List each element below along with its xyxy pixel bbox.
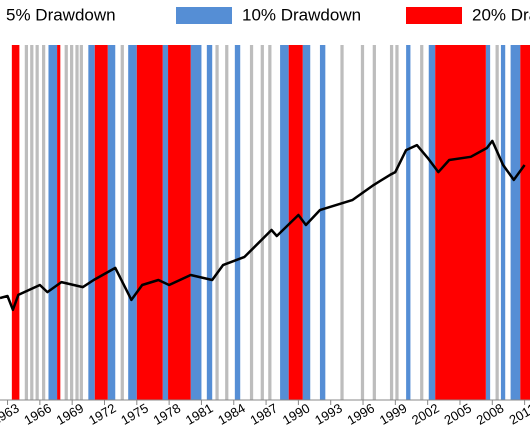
drawdown-band — [88, 45, 95, 400]
x-tick-label: 1981 — [183, 400, 216, 427]
drawdown-band — [35, 45, 39, 400]
legend-label: 10% Drawdown — [242, 5, 361, 24]
x-tick-label: 2008 — [474, 400, 507, 427]
drawdown-band — [520, 45, 530, 400]
drawdown-band — [120, 45, 124, 400]
drawdown-band — [340, 45, 344, 400]
drawdown-band — [510, 45, 521, 400]
x-tick-label: 1969 — [54, 400, 87, 427]
drawdown-band — [360, 45, 365, 400]
x-tick-label: 1984 — [215, 400, 248, 427]
drawdown-band — [268, 45, 272, 400]
drawdown-band — [435, 45, 486, 400]
drawdown-band — [215, 45, 219, 400]
legend-swatch — [176, 7, 232, 24]
x-tick-label: 1963 — [0, 400, 22, 427]
drawdown-band — [485, 45, 491, 400]
drawdown-band — [30, 45, 34, 400]
drawdown-band — [280, 45, 289, 400]
drawdown-band — [260, 45, 264, 400]
drawdown-band — [57, 45, 61, 400]
index-line — [0, 139, 526, 312]
drawdown-band — [288, 45, 303, 400]
drawdown-band — [249, 45, 254, 400]
x-tick-label: 1987 — [248, 400, 281, 427]
drawdown-band — [64, 45, 68, 400]
drawdown-band — [128, 45, 137, 400]
drawdown-band — [48, 45, 58, 400]
legend-swatch — [406, 7, 462, 24]
drawdown-band — [389, 45, 394, 400]
drawdown-band — [420, 45, 424, 400]
drawdown-band — [24, 45, 29, 400]
drawdown-band — [190, 45, 202, 400]
drawdown-band — [395, 45, 399, 400]
drawdown-band — [70, 45, 74, 400]
drawdown-band — [75, 45, 79, 400]
drawdown-band — [162, 45, 169, 400]
x-tick-label: 1993 — [312, 400, 345, 427]
x-tick-label: 1966 — [21, 400, 54, 427]
drawdown-band — [302, 45, 311, 400]
x-tick-label: 1996 — [345, 400, 378, 427]
drawdown-band — [94, 45, 108, 400]
x-tick-label: 1990 — [280, 400, 313, 427]
x-tick-label: 1972 — [86, 400, 119, 427]
x-tick-label: 1978 — [151, 400, 184, 427]
drawdown-band — [500, 45, 506, 400]
drawdown-band — [234, 45, 241, 400]
legend-label: 5% Drawdown — [6, 5, 116, 24]
drawdown-band — [372, 45, 376, 400]
drawdown-band — [79, 45, 83, 400]
drawdown-band — [319, 45, 326, 400]
x-tick-label: 1975 — [118, 400, 151, 427]
x-tick-label: 1999 — [377, 400, 410, 427]
x-tick-label: 2011 — [507, 401, 530, 428]
x-tick-label: 2002 — [409, 400, 442, 427]
drawdown-band — [168, 45, 191, 400]
drawdown-band — [136, 45, 163, 400]
drawdown-band — [406, 45, 411, 400]
drawdown-band — [42, 45, 46, 400]
x-tick-label: 2005 — [441, 400, 474, 427]
drawdown-band — [428, 45, 436, 400]
legend-label: 20% Drawdown — [472, 5, 530, 24]
drawdown-band — [225, 45, 229, 400]
drawdown-band — [495, 45, 499, 400]
drawdown-band — [11, 45, 20, 400]
drawdown-band — [206, 45, 213, 400]
drawdown-band — [107, 45, 116, 400]
